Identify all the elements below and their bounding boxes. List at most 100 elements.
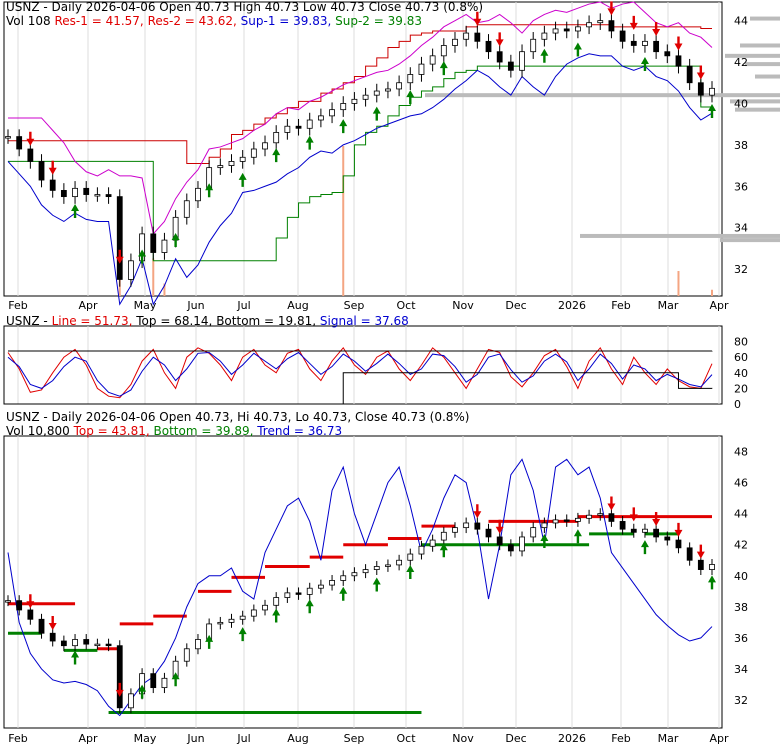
panel1-sell-arrow-2 bbox=[26, 131, 35, 146]
panel3-buy-arrow-24 bbox=[272, 608, 281, 623]
panel2-ytick-0: 0 bbox=[734, 398, 741, 411]
panel1-candle-body-1 bbox=[16, 136, 23, 150]
panel2-symbol: USNZ - bbox=[6, 314, 48, 328]
panel3-candle-body-57 bbox=[642, 528, 648, 533]
oscillator-bottom-line bbox=[8, 372, 713, 405]
panel3-sell-arrow-10 bbox=[115, 682, 124, 697]
panel3-candle-body-11 bbox=[128, 693, 134, 709]
panel1-ytick-32: 32 bbox=[734, 263, 748, 276]
panel1-ytick-42: 42 bbox=[734, 56, 748, 69]
panel3-xtick-12: Mar bbox=[658, 732, 679, 745]
panel3-candle-body-29 bbox=[329, 580, 335, 586]
panel3-candle-body-55 bbox=[619, 521, 626, 530]
panel1-candle-body-60 bbox=[675, 55, 682, 67]
panel3-buy-arrow-39 bbox=[439, 543, 448, 558]
panel1-candle-body-52 bbox=[586, 22, 592, 28]
panel3-frame bbox=[3, 435, 723, 729]
panel1-candle-body-56 bbox=[630, 40, 637, 46]
panel3-bottom: Bottom = 39.89, bbox=[153, 424, 254, 438]
panel1-candle-body-34 bbox=[385, 88, 391, 92]
panel3-candle-body-42 bbox=[474, 522, 481, 530]
panel3-candle-body-0 bbox=[5, 600, 11, 603]
panel1-buy-arrow-63 bbox=[708, 103, 716, 118]
panel3-candle-body-49 bbox=[552, 519, 559, 524]
panel3-candle-body-3 bbox=[38, 618, 45, 634]
panel3-candle-body-8 bbox=[94, 643, 101, 647]
panel2-ytick-40: 40 bbox=[734, 367, 748, 380]
panel3-xtick-6: Sep bbox=[344, 732, 365, 745]
panel1-candle-body-3 bbox=[38, 161, 45, 181]
panel3-candle-body-10 bbox=[116, 645, 123, 709]
panel1-xtick-11: Feb bbox=[611, 299, 630, 312]
panel3-trend: Trend = 36.73 bbox=[257, 424, 343, 438]
panel1-sup2: Sup-2 = 39.83 bbox=[335, 14, 422, 28]
panel1-candle-body-49 bbox=[552, 28, 559, 34]
panel1-sell-arrow-60 bbox=[674, 36, 683, 51]
panel3-sell-arrow-56 bbox=[629, 507, 638, 522]
panel1-candle-body-58 bbox=[653, 40, 660, 53]
panel3-candle-body-22 bbox=[250, 609, 257, 617]
panel1-candle-body-40 bbox=[452, 38, 458, 46]
panel1-xtick-0: Feb bbox=[8, 299, 27, 312]
panel1-symbol: USNZ - Daily 2026-04-06 Open 40.73 bbox=[6, 0, 230, 14]
panel1-candle-body-13 bbox=[150, 233, 157, 253]
panel1-candle-body-6 bbox=[72, 187, 78, 198]
panel3-candle-body-50 bbox=[563, 519, 570, 522]
panel1-candle-body-14 bbox=[161, 239, 168, 253]
panel1-ytick-34: 34 bbox=[734, 222, 748, 235]
volume-profile-bar-9 bbox=[755, 74, 780, 79]
volume-bar-30 bbox=[342, 146, 345, 296]
panel3-sell-arrow-4 bbox=[48, 616, 57, 631]
panel3-candle-body-51 bbox=[575, 517, 581, 522]
panel3-candle-body-2 bbox=[27, 609, 34, 620]
panel1-candle-body-51 bbox=[575, 26, 581, 32]
panel1-buy-arrow-15 bbox=[171, 232, 180, 247]
panel3-candle-body-37 bbox=[418, 545, 425, 555]
panel3-candle-body-30 bbox=[340, 575, 347, 581]
panel1-vol: Vol 108 bbox=[6, 14, 51, 28]
panel3-candle-body-62 bbox=[697, 559, 704, 570]
panel1-candle-body-17 bbox=[195, 187, 201, 202]
panel3-lo: Lo 40.73, bbox=[295, 410, 352, 424]
panel3-ytick-48: 48 bbox=[734, 446, 748, 459]
panel3-xtick-2: May bbox=[134, 732, 157, 745]
panel3-buy-arrow-57 bbox=[640, 540, 649, 555]
volume-profile-bar-3 bbox=[425, 93, 780, 98]
panel1-ytick-38: 38 bbox=[734, 139, 748, 152]
panel1-candle-body-16 bbox=[183, 200, 190, 218]
panel1-candle-body-57 bbox=[642, 40, 648, 46]
panel3-candle-body-59 bbox=[664, 536, 671, 541]
panel2-line: Line = 51.73, bbox=[51, 314, 133, 328]
panel3-buy-arrow-27 bbox=[305, 599, 314, 614]
panel1-sell-arrow-54 bbox=[607, 1, 616, 16]
panel3-candle-body-5 bbox=[60, 640, 67, 647]
panel2-ytick-20: 20 bbox=[734, 382, 748, 395]
panel1-candle-body-30 bbox=[340, 103, 347, 111]
panel3-candle-body-34 bbox=[385, 564, 391, 567]
panel3-candle-body-16 bbox=[183, 648, 190, 662]
panel3-candle-body-53 bbox=[597, 513, 604, 516]
panel1-low: Low 40.73 bbox=[302, 0, 365, 14]
panel3-candle-body-39 bbox=[440, 531, 447, 541]
panel1-candle-body-54 bbox=[608, 20, 615, 32]
panel3-sell-arrow-44 bbox=[495, 519, 504, 534]
panel2-header: USNZ - Line = 51.73, Top = 68.14, Bottom… bbox=[6, 314, 409, 328]
panel1-candle-body-31 bbox=[351, 98, 358, 104]
panel3-xtick-3: Jun bbox=[186, 732, 204, 745]
panel1-sell-arrow-10 bbox=[115, 249, 124, 264]
panel1-header-line1: USNZ - Daily 2026-04-06 Open 40.73 High … bbox=[6, 0, 483, 14]
panel1-xtick-1: Apr bbox=[78, 299, 98, 312]
panel1-sup1: Sup-1 = 39.83, bbox=[240, 14, 332, 28]
panel3-symbol: USNZ - Daily 2026-04-06 Open 40.73, bbox=[6, 410, 234, 424]
panel1-buy-arrow-48 bbox=[540, 48, 549, 63]
panel3-candle-body-43 bbox=[485, 528, 492, 538]
panel1-candle-body-20 bbox=[228, 161, 235, 166]
panel1-candle-body-26 bbox=[295, 125, 302, 129]
panel3-candle-body-54 bbox=[608, 513, 615, 522]
panel3-candle-body-48 bbox=[541, 522, 548, 529]
panel1-candle-body-63 bbox=[709, 87, 715, 96]
panel1-candle-body-27 bbox=[306, 119, 313, 129]
panel1-xtick-9: Dec bbox=[505, 299, 526, 312]
panel3-sell-arrow-60 bbox=[674, 522, 683, 537]
panel3-candle-body-7 bbox=[83, 639, 90, 645]
